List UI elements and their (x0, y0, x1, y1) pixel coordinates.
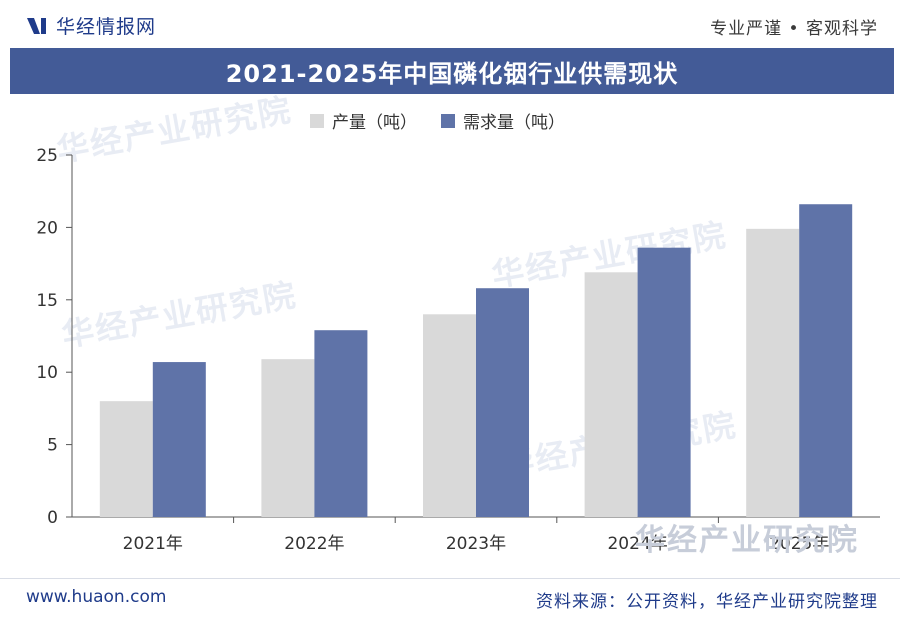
y-tick-label: 15 (36, 291, 58, 311)
y-tick-label: 0 (47, 508, 58, 528)
y-tick-label: 5 (47, 436, 58, 456)
footer-source: 资料来源：公开资料，华经产业研究院整理 (536, 592, 878, 612)
tagline: 专业严谨 • 客观科学 (710, 19, 878, 39)
watermark-text-strong: 华经产业研究院 (635, 523, 859, 558)
chart-title: 2021-2025年中国磷化铟行业供需现状 (225, 59, 679, 88)
y-tick-label: 10 (36, 363, 58, 383)
bar-production (423, 314, 476, 517)
legend-swatch-production (310, 113, 324, 128)
x-tick-label: 2023年 (446, 534, 506, 554)
bar-production (584, 272, 638, 517)
x-tick-label: 2025年 (769, 534, 829, 554)
bar-chart: 0 5 10 15 20 25 2021年 2022年 2023年 2024年 2025年 (36, 146, 880, 554)
bar-demand (637, 247, 691, 517)
title-bar: 2021-2025年中国磷化铟行业供需现状 (10, 48, 894, 94)
x-tick-label: 2021年 (123, 534, 183, 554)
brand-logo-icon (27, 17, 46, 34)
brand-name: 华经情报网 (56, 16, 157, 38)
footer-url-link[interactable]: www.huaon.com (26, 587, 167, 607)
legend-item-demand: 需求量（吨） (441, 108, 565, 133)
bar-demand (476, 288, 529, 517)
legend: 产量（吨） 需求量（吨） (310, 108, 565, 133)
legend-swatch-demand (441, 113, 455, 128)
bar-demand (799, 204, 853, 517)
header: 华经情报网 专业严谨 • 客观科学 (0, 0, 900, 50)
footer: www.huaon.com 资料来源：公开资料，华经产业研究院整理 (0, 578, 900, 624)
y-tick-label: 20 (36, 218, 58, 238)
x-tick-label: 2022年 (284, 534, 344, 554)
bar-demand (152, 362, 206, 517)
legend-item-production: 产量（吨） (310, 108, 417, 133)
bar-production (746, 228, 800, 517)
legend-label-demand: 需求量（吨） (463, 113, 565, 133)
bar-demand (314, 330, 368, 517)
brand[interactable]: 华经情报网 (26, 12, 156, 39)
y-tick-label: 25 (36, 146, 58, 166)
x-tick-label: 2024年 (607, 534, 667, 554)
legend-label-production: 产量（吨） (332, 113, 417, 133)
bar-production (261, 359, 315, 517)
bar-production (99, 401, 153, 517)
